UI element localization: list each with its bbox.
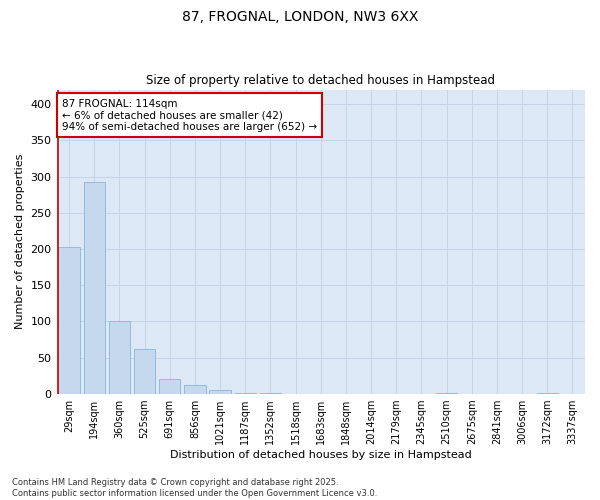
- Bar: [109, 322, 130, 394]
- Bar: [83, 182, 105, 394]
- Text: 87 FROGNAL: 114sqm
← 6% of detached houses are smaller (42)
94% of semi-detached: 87 FROGNAL: 114sqm ← 6% of detached hous…: [62, 98, 317, 132]
- Bar: [235, 392, 256, 394]
- Bar: [536, 393, 558, 394]
- Bar: [159, 380, 181, 394]
- Y-axis label: Number of detached properties: Number of detached properties: [15, 154, 25, 330]
- Title: Size of property relative to detached houses in Hampstead: Size of property relative to detached ho…: [146, 74, 495, 87]
- X-axis label: Distribution of detached houses by size in Hampstead: Distribution of detached houses by size …: [170, 450, 472, 460]
- Bar: [209, 390, 231, 394]
- Bar: [184, 386, 206, 394]
- Bar: [58, 247, 80, 394]
- Text: 87, FROGNAL, LONDON, NW3 6XX: 87, FROGNAL, LONDON, NW3 6XX: [182, 10, 418, 24]
- Bar: [260, 393, 281, 394]
- Bar: [436, 392, 457, 394]
- Bar: [134, 349, 155, 394]
- Text: Contains HM Land Registry data © Crown copyright and database right 2025.
Contai: Contains HM Land Registry data © Crown c…: [12, 478, 377, 498]
